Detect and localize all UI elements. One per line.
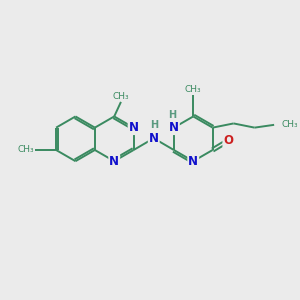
Text: N: N [109,155,119,168]
Text: H: H [168,110,176,120]
Text: H: H [150,120,158,130]
Text: CH₃: CH₃ [112,92,129,100]
Text: O: O [223,134,233,147]
Text: CH₃: CH₃ [281,120,298,129]
Text: N: N [188,155,198,168]
Text: N: N [169,121,179,134]
Text: CH₃: CH₃ [185,85,202,94]
Text: CH₃: CH₃ [17,146,34,154]
Text: N: N [149,132,159,145]
Text: N: N [129,121,139,134]
